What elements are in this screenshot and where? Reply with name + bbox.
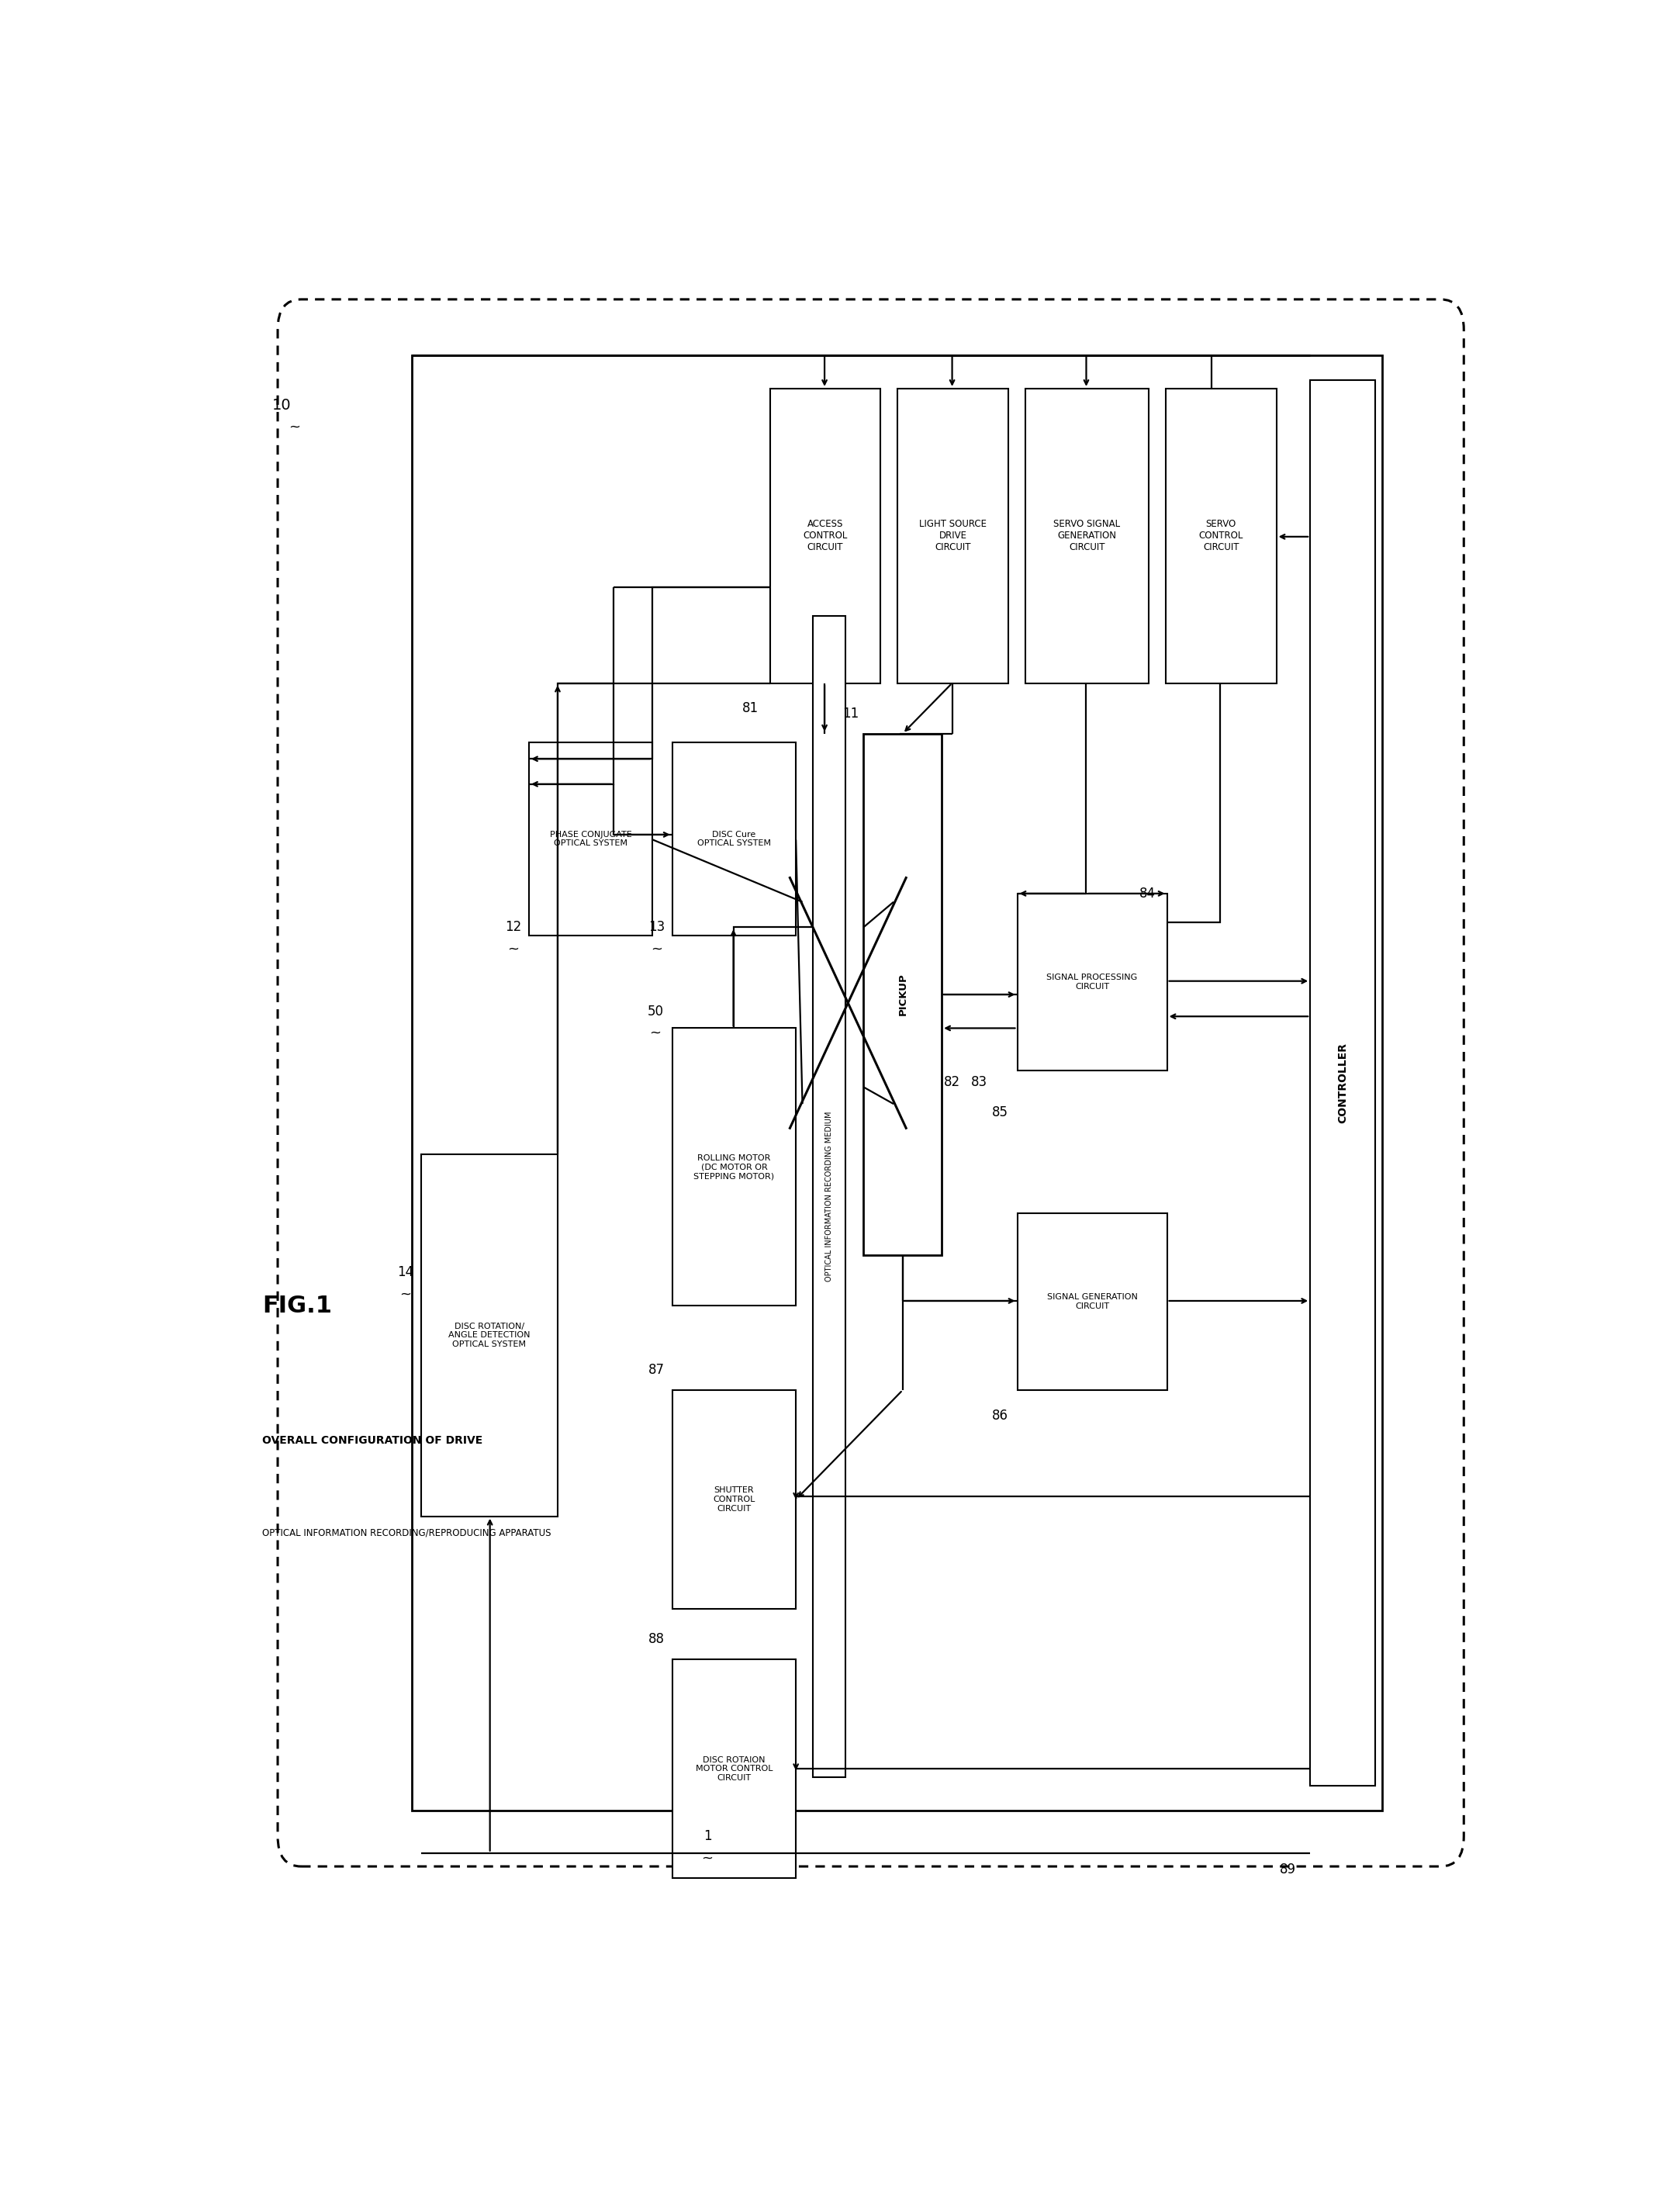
Text: ~: ~ [507, 942, 519, 955]
Text: SHUTTER
CONTROL
CIRCUIT: SHUTTER CONTROL CIRCUIT [712, 1486, 754, 1513]
FancyBboxPatch shape [897, 389, 1008, 682]
Text: 84: 84 [1139, 888, 1156, 901]
Text: 88: 88 [648, 1633, 665, 1646]
FancyBboxPatch shape [864, 734, 942, 1255]
Text: 50: 50 [647, 1003, 664, 1019]
Text: SIGNAL GENERATION
CIRCUIT: SIGNAL GENERATION CIRCUIT [1047, 1294, 1137, 1309]
Text: ~: ~ [650, 1025, 662, 1041]
Text: 10: 10 [272, 398, 291, 413]
FancyBboxPatch shape [1025, 389, 1149, 682]
Text: SERVO SIGNAL
GENERATION
CIRCUIT: SERVO SIGNAL GENERATION CIRCUIT [1053, 518, 1121, 553]
Text: OPTICAL INFORMATION RECORDING MEDIUM: OPTICAL INFORMATION RECORDING MEDIUM [825, 1110, 833, 1281]
Text: ~: ~ [289, 420, 301, 435]
Text: 81: 81 [743, 702, 759, 715]
Text: 82: 82 [944, 1076, 961, 1089]
Text: DISC Cure
OPTICAL SYSTEM: DISC Cure OPTICAL SYSTEM [697, 831, 771, 848]
Text: SERVO
CONTROL
CIRCUIT: SERVO CONTROL CIRCUIT [1200, 518, 1243, 553]
Text: 86: 86 [993, 1408, 1008, 1423]
Text: ACCESS
CONTROL
CIRCUIT: ACCESS CONTROL CIRCUIT [803, 518, 847, 553]
Text: 12: 12 [506, 920, 521, 933]
Text: OVERALL CONFIGURATION OF DRIVE: OVERALL CONFIGURATION OF DRIVE [262, 1436, 482, 1445]
Text: LIGHT SOURCE
DRIVE
CIRCUIT: LIGHT SOURCE DRIVE CIRCUIT [919, 518, 986, 553]
FancyBboxPatch shape [672, 741, 796, 936]
FancyBboxPatch shape [672, 1027, 796, 1305]
FancyBboxPatch shape [672, 1390, 796, 1609]
Text: OPTICAL INFORMATION RECORDING/REPRODUCING APPARATUS: OPTICAL INFORMATION RECORDING/REPRODUCIN… [262, 1528, 551, 1539]
FancyBboxPatch shape [1166, 389, 1277, 682]
Text: 89: 89 [1280, 1862, 1297, 1878]
FancyBboxPatch shape [1018, 1213, 1168, 1390]
Text: CONTROLLER: CONTROLLER [1337, 1043, 1347, 1124]
Text: DISC ROTAION
MOTOR CONTROL
CIRCUIT: DISC ROTAION MOTOR CONTROL CIRCUIT [696, 1755, 773, 1782]
FancyBboxPatch shape [529, 741, 652, 936]
FancyBboxPatch shape [1310, 380, 1376, 1786]
Text: DISC ROTATION/
ANGLE DETECTION
OPTICAL SYSTEM: DISC ROTATION/ ANGLE DETECTION OPTICAL S… [449, 1323, 531, 1349]
Text: PICKUP: PICKUP [897, 973, 907, 1016]
Text: 87: 87 [648, 1362, 665, 1377]
FancyBboxPatch shape [1018, 894, 1168, 1071]
FancyBboxPatch shape [769, 389, 880, 682]
Text: 14: 14 [396, 1266, 413, 1279]
FancyBboxPatch shape [672, 1659, 796, 1878]
Text: SIGNAL PROCESSING
CIRCUIT: SIGNAL PROCESSING CIRCUIT [1047, 973, 1137, 990]
Text: ROLLING MOTOR
(DC MOTOR OR
STEPPING MOTOR): ROLLING MOTOR (DC MOTOR OR STEPPING MOTO… [694, 1154, 774, 1180]
Text: PHASE CONJUGATE
OPTICAL SYSTEM: PHASE CONJUGATE OPTICAL SYSTEM [549, 831, 632, 848]
Text: ~: ~ [650, 942, 662, 955]
FancyBboxPatch shape [813, 616, 845, 1777]
Text: 85: 85 [993, 1106, 1008, 1119]
Text: FIG.1: FIG.1 [262, 1294, 333, 1318]
Text: ~: ~ [400, 1288, 412, 1301]
Text: 13: 13 [648, 920, 665, 933]
Text: 1: 1 [704, 1830, 712, 1843]
Text: ~: ~ [702, 1852, 714, 1865]
FancyBboxPatch shape [422, 1154, 558, 1517]
Text: 83: 83 [971, 1076, 988, 1089]
Text: 11: 11 [842, 706, 858, 721]
